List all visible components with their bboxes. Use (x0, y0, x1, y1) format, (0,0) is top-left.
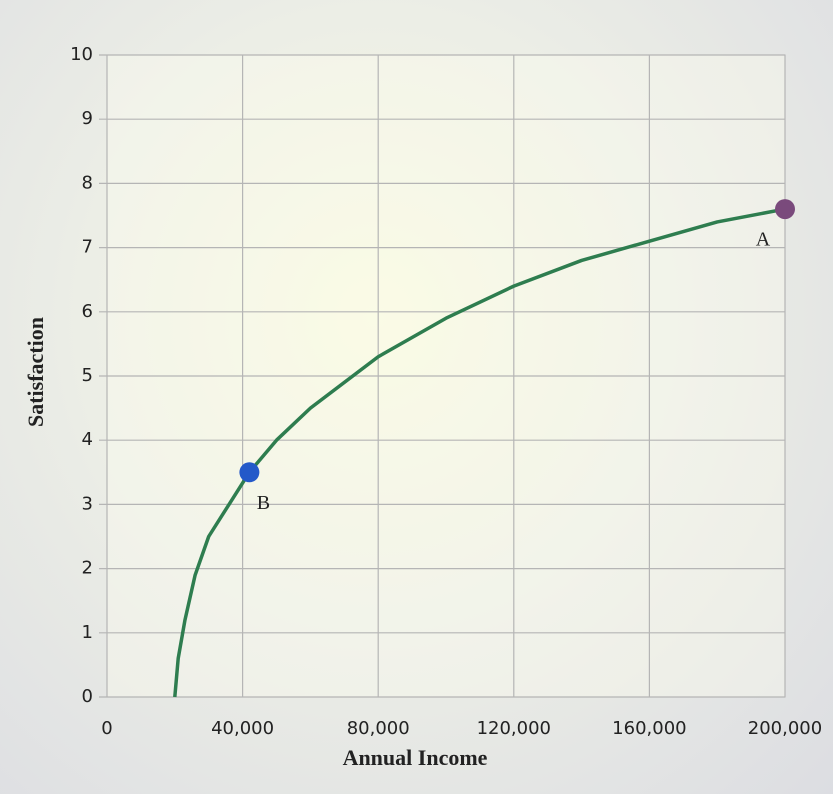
point-label: B (257, 492, 270, 514)
y-tick-label: 7 (82, 237, 93, 258)
y-tick-label: 8 (82, 172, 93, 193)
point (775, 199, 795, 220)
x-tick-label: 0 (101, 718, 112, 739)
x-tick-label: 40,000 (211, 718, 274, 739)
y-tick-label: 4 (82, 429, 93, 450)
y-tick-label: 1 (82, 622, 93, 643)
point-label: A (756, 229, 771, 251)
x-tick-label: 200,000 (748, 718, 822, 739)
curve (173, 207, 786, 698)
y-tick-label: 5 (82, 365, 93, 386)
x-tick-label: 160,000 (612, 718, 686, 739)
x-tick-label: 120,000 (477, 718, 551, 739)
point (239, 462, 260, 483)
y-axis-label: Satisfaction (23, 317, 48, 427)
x-tick-label: 80,000 (347, 718, 410, 739)
y-tick-label: 3 (82, 493, 93, 514)
x-axis-label: Annual Income (343, 745, 488, 770)
y-tick-label: 6 (82, 301, 93, 322)
y-tick-label: 10 (70, 44, 93, 65)
y-tick-label: 0 (82, 686, 93, 707)
y-tick-label: 2 (82, 558, 93, 579)
y-tick-label: 9 (82, 108, 93, 129)
